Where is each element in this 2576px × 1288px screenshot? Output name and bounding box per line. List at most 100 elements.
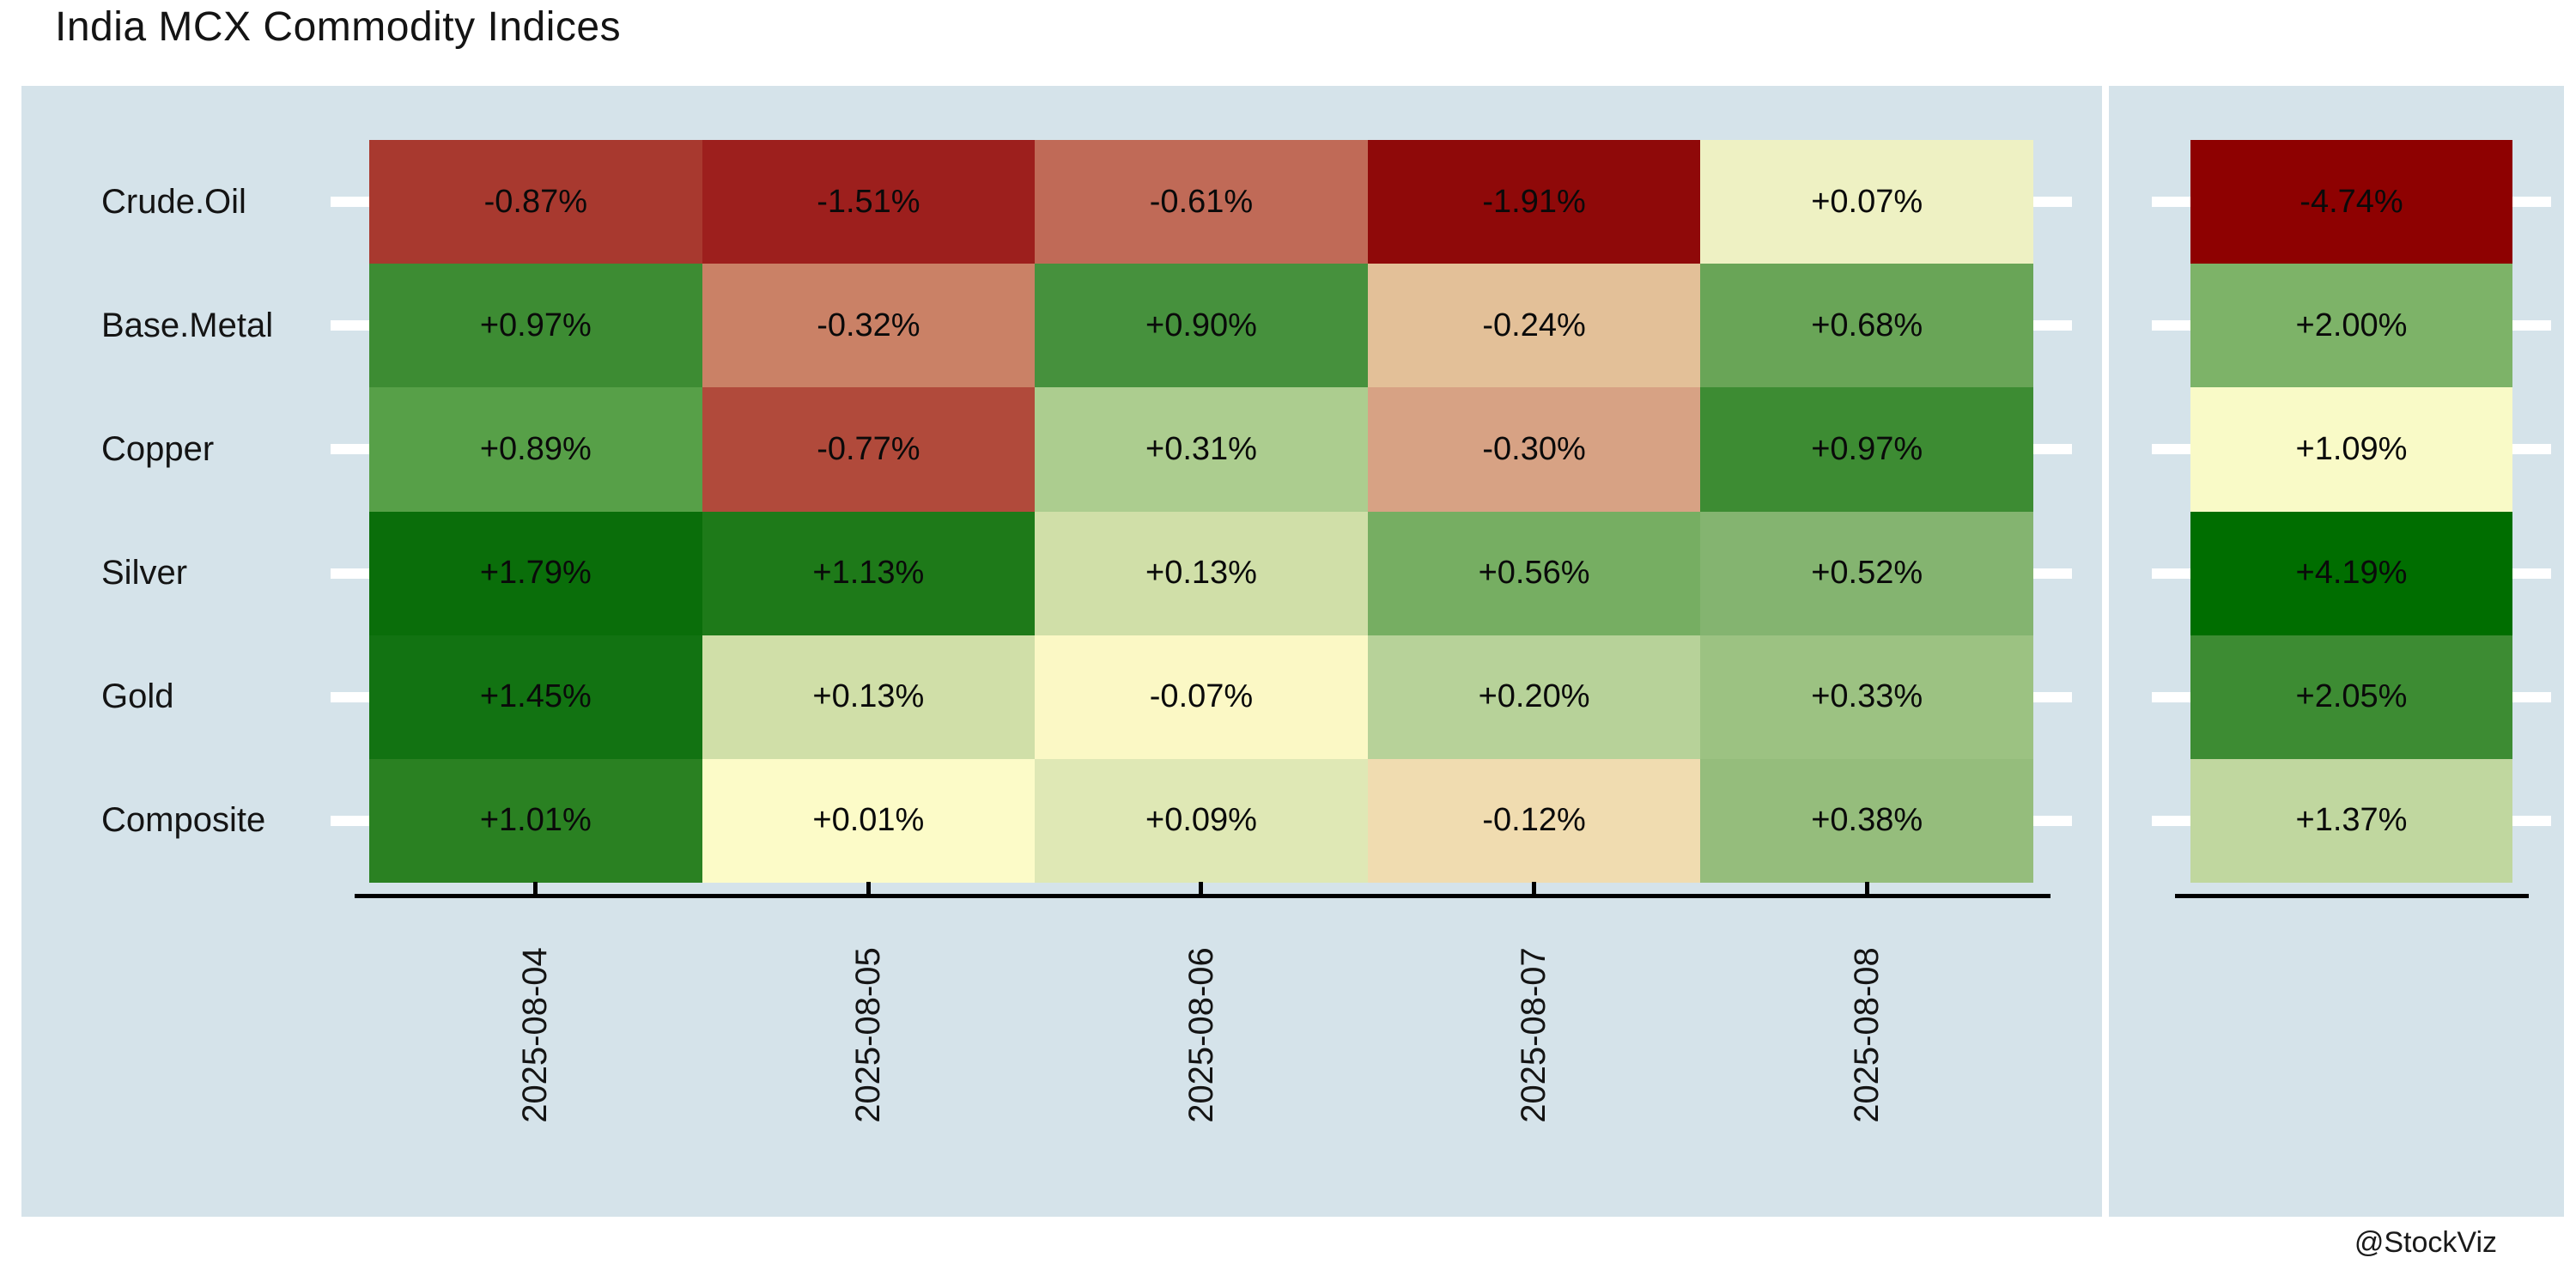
y-axis-tick — [2033, 568, 2072, 579]
y-axis-tick — [331, 568, 369, 579]
row-label-slot: Gold — [101, 635, 342, 759]
y-axis-tick — [2033, 444, 2072, 455]
totals-cell: +1.09% — [2190, 387, 2512, 512]
x-axis-tick — [1199, 882, 1204, 896]
row-label-slot: Silver — [101, 512, 342, 635]
y-axis-tick — [331, 691, 369, 702]
x-axis-tick — [866, 882, 871, 896]
watermark: @StockViz — [2354, 1226, 2497, 1259]
heatmap-cell: -0.61% — [1035, 140, 1368, 264]
x-axis-line-main — [355, 894, 2050, 898]
y-axis-tick — [2152, 568, 2190, 579]
y-axis-tick — [2512, 197, 2551, 208]
row-label: Copper — [101, 429, 215, 468]
x-axis-label-slot: 2025-08-06 — [1035, 923, 1368, 1146]
y-tick-column — [2033, 140, 2072, 883]
row-label-slot: Crude.Oil — [101, 140, 342, 264]
totals-cell: +1.37% — [2190, 758, 2512, 883]
heatmap-cell: -0.87% — [369, 140, 702, 264]
x-tick-row — [369, 882, 2033, 896]
row-label-slot: Base.Metal — [101, 264, 342, 387]
heatmap-cell: +0.09% — [1035, 758, 1368, 883]
x-axis-tick — [533, 882, 538, 896]
heatmap-cell: -0.77% — [702, 387, 1036, 512]
y-axis-tick — [2512, 320, 2551, 331]
x-axis-label-slot: 2025-08-04 — [369, 923, 702, 1146]
heatmap-cell: +0.31% — [1035, 387, 1368, 512]
y-tick-column — [331, 140, 369, 883]
x-axis-tick-label: 2025-08-07 — [1515, 946, 1553, 1123]
totals-cell: +4.19% — [2190, 511, 2512, 635]
heatmap-cell: +1.01% — [369, 758, 702, 883]
x-axis-tick — [1532, 882, 1537, 896]
heatmap-cell: -0.30% — [1367, 387, 1701, 512]
x-axis-tick-label: 2025-08-04 — [516, 946, 555, 1123]
y-axis-tick — [2152, 815, 2190, 826]
y-axis-tick — [331, 444, 369, 455]
y-axis-row-labels: Crude.Oil Base.Metal Copper Silver Gold Compo… — [101, 140, 342, 883]
y-axis-tick — [331, 815, 369, 826]
y-axis-tick — [2152, 444, 2190, 455]
totals-cell: +2.00% — [2190, 264, 2512, 388]
y-axis-tick — [2512, 691, 2551, 702]
heatmap-cell: +0.33% — [1700, 635, 2033, 759]
row-label: Silver — [101, 554, 188, 592]
x-axis-tick-label: 2025-08-06 — [1182, 946, 1220, 1123]
heatmap-cell: +1.45% — [369, 635, 702, 759]
totals-cell: -4.74% — [2190, 140, 2512, 264]
x-axis-label-slot: 2025-08-05 — [702, 923, 1036, 1146]
y-axis-tick — [2033, 320, 2072, 331]
y-axis-tick — [2152, 197, 2190, 208]
y-axis-tick — [331, 197, 369, 208]
heatmap-cell: +1.13% — [702, 511, 1036, 635]
heatmap-cell: +0.20% — [1367, 635, 1701, 759]
y-axis-tick — [2512, 568, 2551, 579]
heatmap-cell: -0.24% — [1367, 264, 1701, 388]
totals-grid: -4.74% +2.00% +1.09% +4.19% +2.05% +1.37% — [2190, 140, 2512, 883]
y-axis-tick — [2512, 444, 2551, 455]
heatmap-cell: -1.51% — [702, 140, 1036, 264]
row-label: Base.Metal — [101, 306, 274, 344]
heatmap-cell: +0.13% — [702, 635, 1036, 759]
page-title: India MCX Commodity Indices — [55, 4, 622, 50]
x-axis-tick-label: 2025-08-05 — [848, 946, 887, 1123]
y-axis-tick — [2033, 691, 2072, 702]
x-axis-line-totals — [2175, 894, 2529, 898]
x-axis-tick — [1864, 882, 1869, 896]
heatmap-cell: -1.91% — [1367, 140, 1701, 264]
y-tick-column — [2152, 140, 2190, 883]
heatmap-cell: +0.97% — [1700, 387, 2033, 512]
heatmap-cell: +0.38% — [1700, 758, 2033, 883]
heatmap-cell: -0.12% — [1367, 758, 1701, 883]
x-axis-label-slot: 2025-08-08 — [1700, 923, 2033, 1146]
totals-cell: +2.05% — [2190, 635, 2512, 759]
heatmap-grid: -0.87% -1.51% -0.61% -1.91% +0.07% +0.97% -0.3… — [369, 140, 2033, 883]
y-axis-tick — [2152, 691, 2190, 702]
heatmap-cell: -0.07% — [1035, 635, 1368, 759]
heatmap-cell: +0.52% — [1700, 511, 2033, 635]
heatmap-cell: +0.01% — [702, 758, 1036, 883]
x-axis-label-slot: 2025-08-07 — [1368, 923, 1701, 1146]
heatmap-cell: +0.13% — [1035, 511, 1368, 635]
heatmap-cell: +1.79% — [369, 511, 702, 635]
y-axis-tick — [2152, 320, 2190, 331]
row-label: Crude.Oil — [101, 182, 246, 221]
heatmap-cell: +0.90% — [1035, 264, 1368, 388]
y-tick-column — [2512, 140, 2551, 883]
row-label: Gold — [101, 677, 174, 716]
heatmap-cell: +0.97% — [369, 264, 702, 388]
heatmap-cell: +0.56% — [1367, 511, 1701, 635]
heatmap-cell: +0.89% — [369, 387, 702, 512]
row-label-slot: Composite — [101, 759, 342, 883]
x-axis-labels: 2025-08-04 2025-08-05 2025-08-06 2025-08-07… — [369, 923, 2033, 1146]
y-axis-tick — [331, 320, 369, 331]
y-axis-tick — [2512, 815, 2551, 826]
heatmap-cell: +0.68% — [1700, 264, 2033, 388]
x-axis-tick-label: 2025-08-08 — [1847, 946, 1886, 1123]
row-label-slot: Copper — [101, 387, 342, 511]
heatmap-cell: +0.07% — [1700, 140, 2033, 264]
heatmap-cell: -0.32% — [702, 264, 1036, 388]
row-label: Composite — [101, 801, 266, 840]
y-axis-tick — [2033, 197, 2072, 208]
y-axis-tick — [2033, 815, 2072, 826]
